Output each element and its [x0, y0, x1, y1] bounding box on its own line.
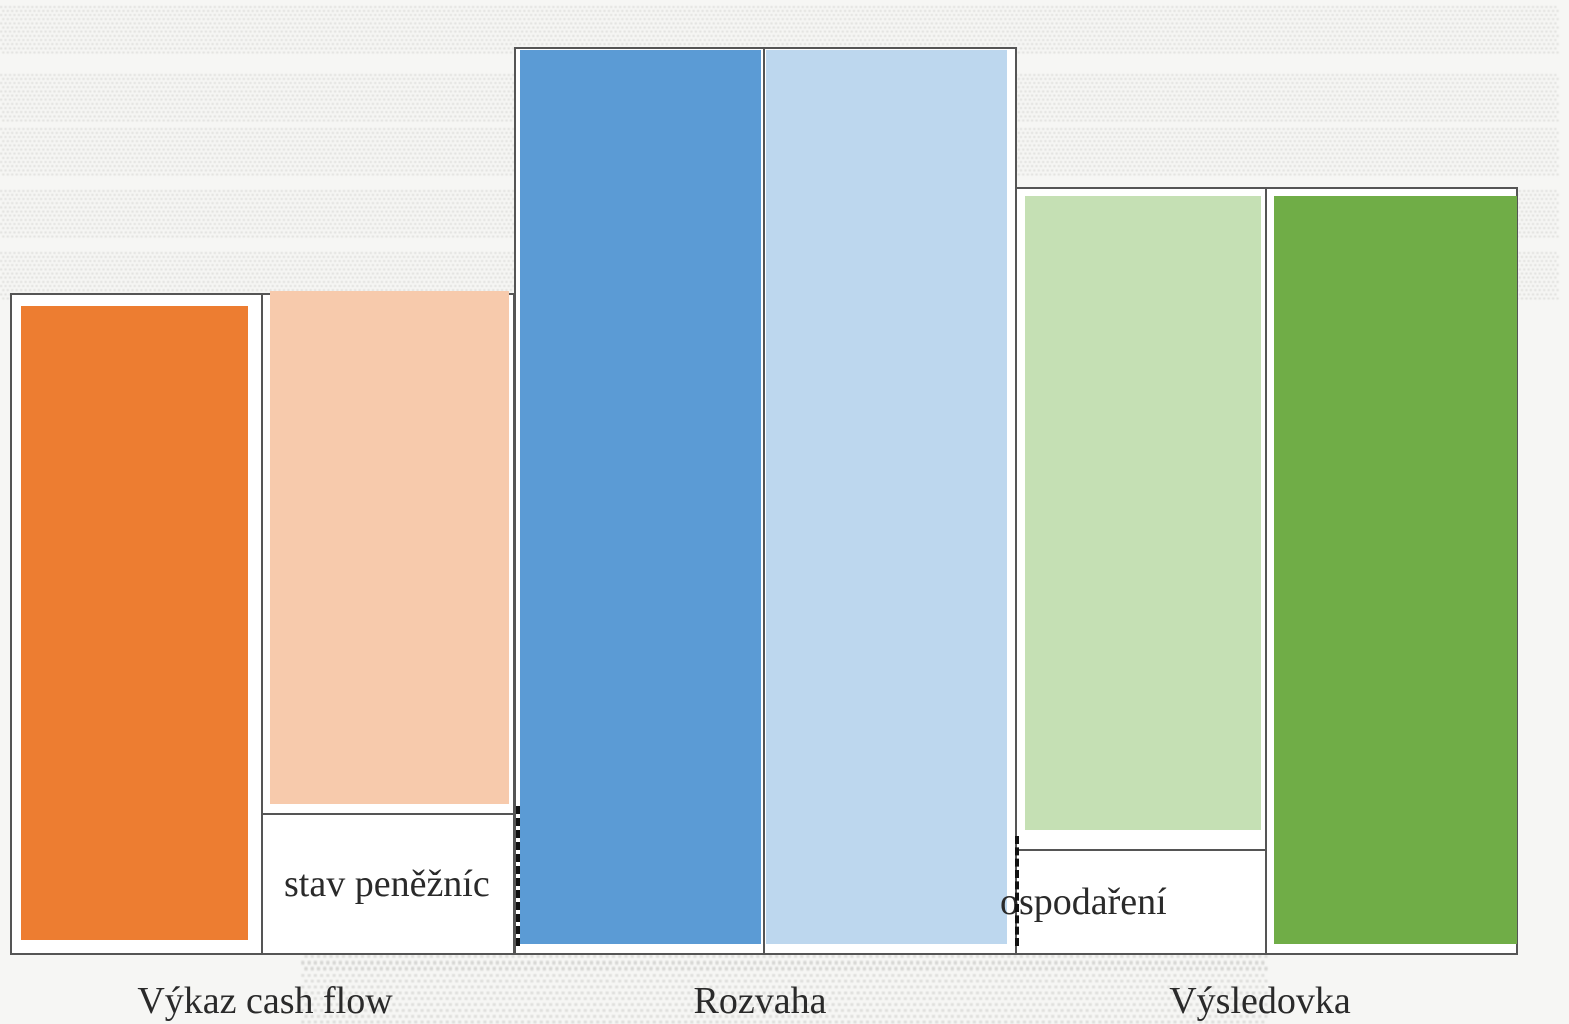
rozvaha-dark-block	[520, 50, 761, 944]
cash-flow-bottom-cell	[261, 813, 515, 955]
caption-rozvaha: Rozvaha	[693, 980, 827, 1022]
vysledovka-inner-label: ospodaření	[1000, 881, 1167, 923]
dashed-connector-right	[1015, 836, 1019, 946]
caption-vysledovka: Výsledovka	[1169, 980, 1351, 1022]
caption-cash-flow: Výkaz cash flow	[137, 980, 393, 1022]
cash-flow-light-block	[270, 291, 509, 804]
dashed-connector-left	[516, 806, 520, 946]
vysledovka-dark-block	[1274, 196, 1517, 944]
cash-flow-inner-label: stav peněžníc	[284, 863, 490, 905]
cash-flow-dark-block	[21, 306, 248, 940]
rozvaha-light-block	[766, 50, 1007, 944]
vysledovka-light-block	[1025, 196, 1261, 830]
